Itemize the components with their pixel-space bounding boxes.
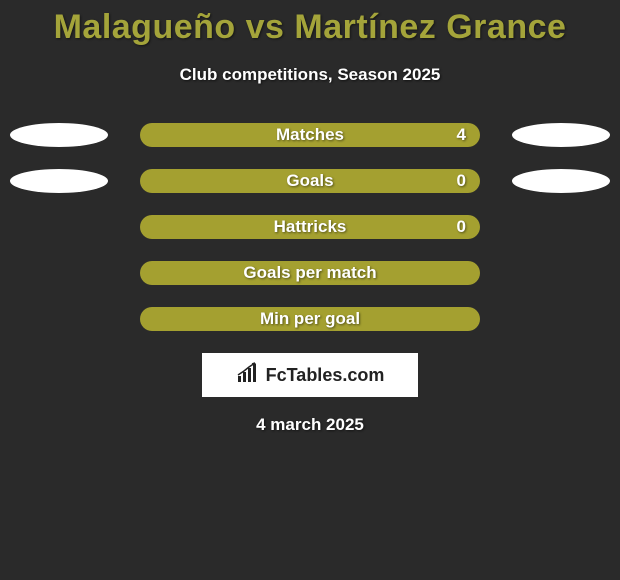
logo-text: FcTables.com — [266, 365, 385, 386]
right-ellipse — [512, 123, 610, 147]
stat-value: 0 — [457, 171, 466, 191]
stat-row: Matches 4 — [0, 123, 620, 147]
page-subtitle: Club competitions, Season 2025 — [0, 65, 620, 85]
stat-bar: Matches 4 — [140, 123, 480, 147]
date-text: 4 march 2025 — [0, 415, 620, 435]
logo-box[interactable]: FcTables.com — [202, 353, 418, 397]
stat-row: Min per goal — [0, 307, 620, 331]
stat-row: Hattricks 0 — [0, 215, 620, 239]
left-ellipse — [10, 123, 108, 147]
page-title: Malagueño vs Martínez Grance — [0, 0, 620, 47]
stat-bar: Goals per match — [140, 261, 480, 285]
stat-label: Goals per match — [243, 263, 376, 283]
stats-rows: Matches 4 Goals 0 Hattricks 0 Goals per … — [0, 123, 620, 331]
stat-row: Goals per match — [0, 261, 620, 285]
chart-icon — [236, 362, 262, 389]
stat-label: Min per goal — [260, 309, 360, 329]
stat-bar: Goals 0 — [140, 169, 480, 193]
stat-value: 4 — [457, 125, 466, 145]
stat-bar: Min per goal — [140, 307, 480, 331]
right-ellipse — [512, 169, 610, 193]
left-ellipse — [10, 169, 108, 193]
stat-row: Goals 0 — [0, 169, 620, 193]
stat-label: Goals — [286, 171, 333, 191]
stat-label: Hattricks — [274, 217, 347, 237]
stat-label: Matches — [276, 125, 344, 145]
stat-value: 0 — [457, 217, 466, 237]
stat-bar: Hattricks 0 — [140, 215, 480, 239]
